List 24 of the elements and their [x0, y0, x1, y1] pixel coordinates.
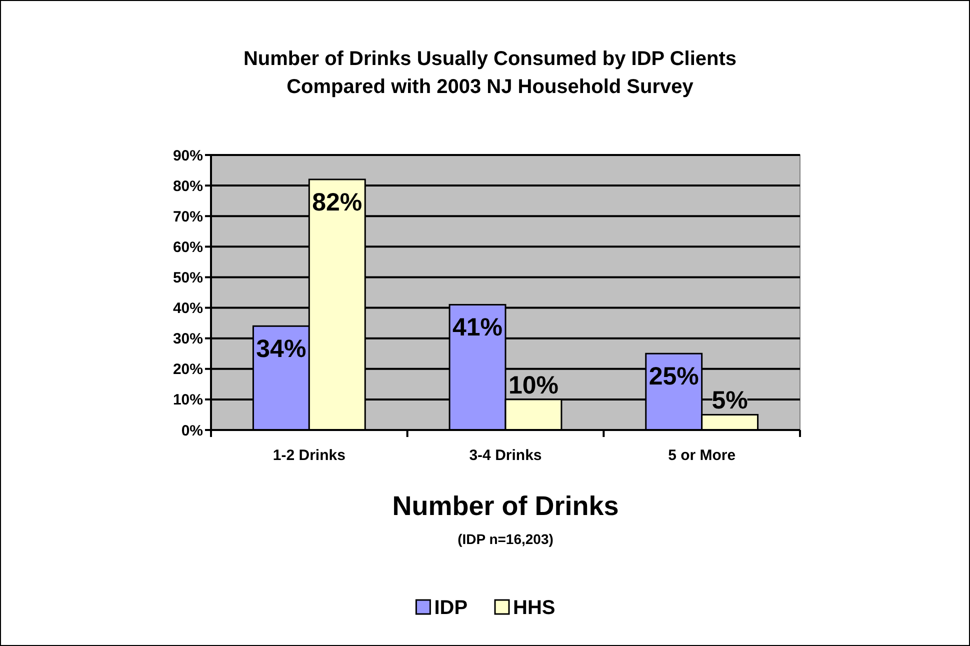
data-label: 25% [648, 362, 699, 391]
legend-label: HHS [513, 597, 556, 620]
y-tick-label: 0% [181, 422, 203, 440]
y-tick-label: 60% [172, 238, 203, 256]
data-label: 34% [256, 335, 306, 364]
data-label: 41% [452, 314, 503, 342]
y-tick-label: 10% [172, 392, 203, 409]
data-label: 10% [508, 371, 558, 400]
y-tick-label: 40% [172, 300, 203, 318]
y-tick-label: 70% [172, 208, 203, 226]
data-label: 5% [712, 386, 748, 415]
x-tick-label: 1-2 Drinks [272, 447, 346, 464]
y-tick-label: 90% [172, 147, 203, 164]
x-axis-title: Number of Drinks [392, 491, 619, 521]
y-tick-label: 20% [172, 361, 203, 378]
x-tick-label: 3-4 Drinks [469, 447, 542, 464]
y-tick-label: 80% [172, 178, 203, 195]
x-tick-label: 5 or More [668, 447, 736, 464]
text: (IDP n=16,203) [458, 531, 554, 547]
legend-label: IDP [434, 597, 468, 620]
y-tick-label: 30% [172, 330, 203, 348]
y-tick-label: 50% [172, 269, 203, 286]
data-label: 82% [312, 188, 362, 216]
chart-title: Number of Drinks Usually Consumed by IDP Clients Compared with 2003 NJ Household Survey [243, 48, 737, 98]
